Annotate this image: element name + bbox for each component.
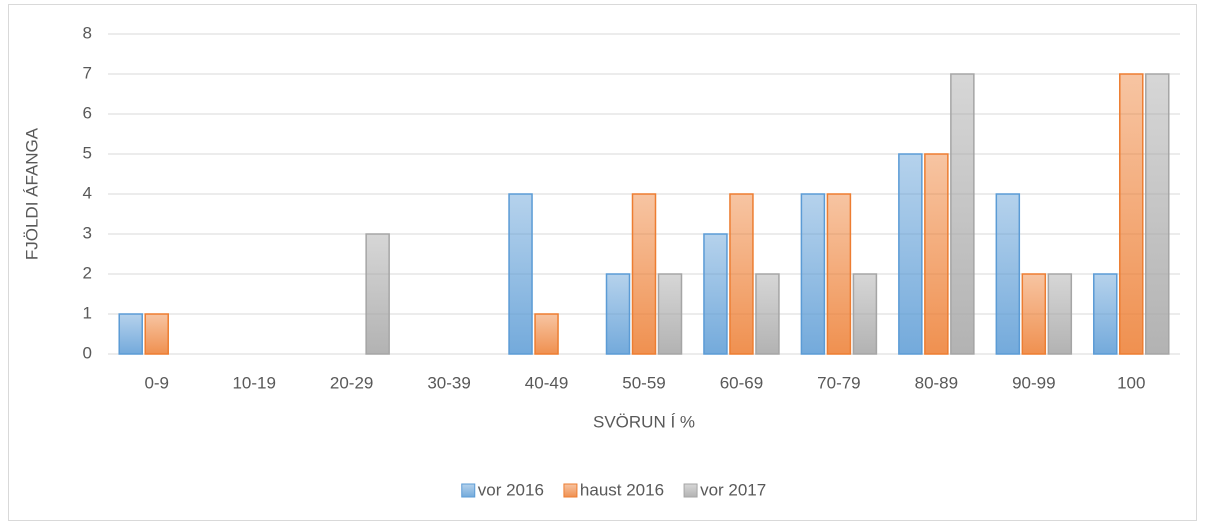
y-tick-label: 3	[83, 223, 92, 242]
bar	[755, 273, 780, 355]
legend-label: vor 2017	[700, 480, 766, 499]
legend-swatch	[683, 483, 698, 498]
x-tick-label: 30-39	[427, 373, 470, 392]
x-tick-label: 40-49	[525, 373, 568, 392]
legend-swatch	[563, 483, 578, 498]
y-axis-label: FJÖLDI ÁFANGA	[22, 127, 41, 260]
bar	[703, 233, 728, 355]
x-tick-label: 90-99	[1012, 373, 1055, 392]
y-tick-label: 1	[83, 303, 92, 322]
bar	[852, 273, 878, 355]
bar	[534, 313, 559, 355]
bar	[118, 313, 143, 355]
x-tick-label: 100	[1117, 373, 1145, 392]
bar	[1021, 273, 1047, 355]
bar	[924, 153, 949, 355]
bar	[605, 273, 631, 355]
legend-swatch	[461, 483, 476, 498]
bar	[1093, 273, 1118, 355]
bar	[898, 153, 923, 355]
y-tick-label: 4	[83, 183, 92, 202]
bar	[365, 233, 390, 355]
bar	[1047, 273, 1073, 355]
x-axis-label: SVÖRUN Í %	[593, 412, 695, 431]
y-tick-label: 0	[83, 343, 92, 362]
bar	[950, 73, 975, 355]
x-tick-label: 50-59	[622, 373, 665, 392]
x-tick-label: 70-79	[817, 373, 860, 392]
y-tick-label: 7	[83, 63, 92, 82]
x-tick-label: 0-9	[144, 373, 169, 392]
bar	[729, 193, 754, 355]
y-tick-label: 8	[83, 23, 92, 42]
bar	[1119, 73, 1144, 355]
bar	[995, 193, 1021, 355]
bar	[144, 313, 169, 355]
bar	[631, 193, 657, 355]
x-tick-label: 10-19	[232, 373, 275, 392]
x-tick-label: 60-69	[720, 373, 763, 392]
bar	[508, 193, 533, 355]
y-tick-label: 5	[83, 143, 92, 162]
y-tick-label: 6	[83, 103, 92, 122]
x-tick-label: 20-29	[330, 373, 373, 392]
bar	[826, 193, 852, 355]
bar	[800, 193, 826, 355]
legend-label: haust 2016	[580, 480, 664, 499]
x-tick-label: 80-89	[915, 373, 958, 392]
bar	[1145, 73, 1170, 355]
bar	[657, 273, 683, 355]
y-tick-label: 2	[83, 263, 92, 282]
legend-label: vor 2016	[478, 480, 544, 499]
